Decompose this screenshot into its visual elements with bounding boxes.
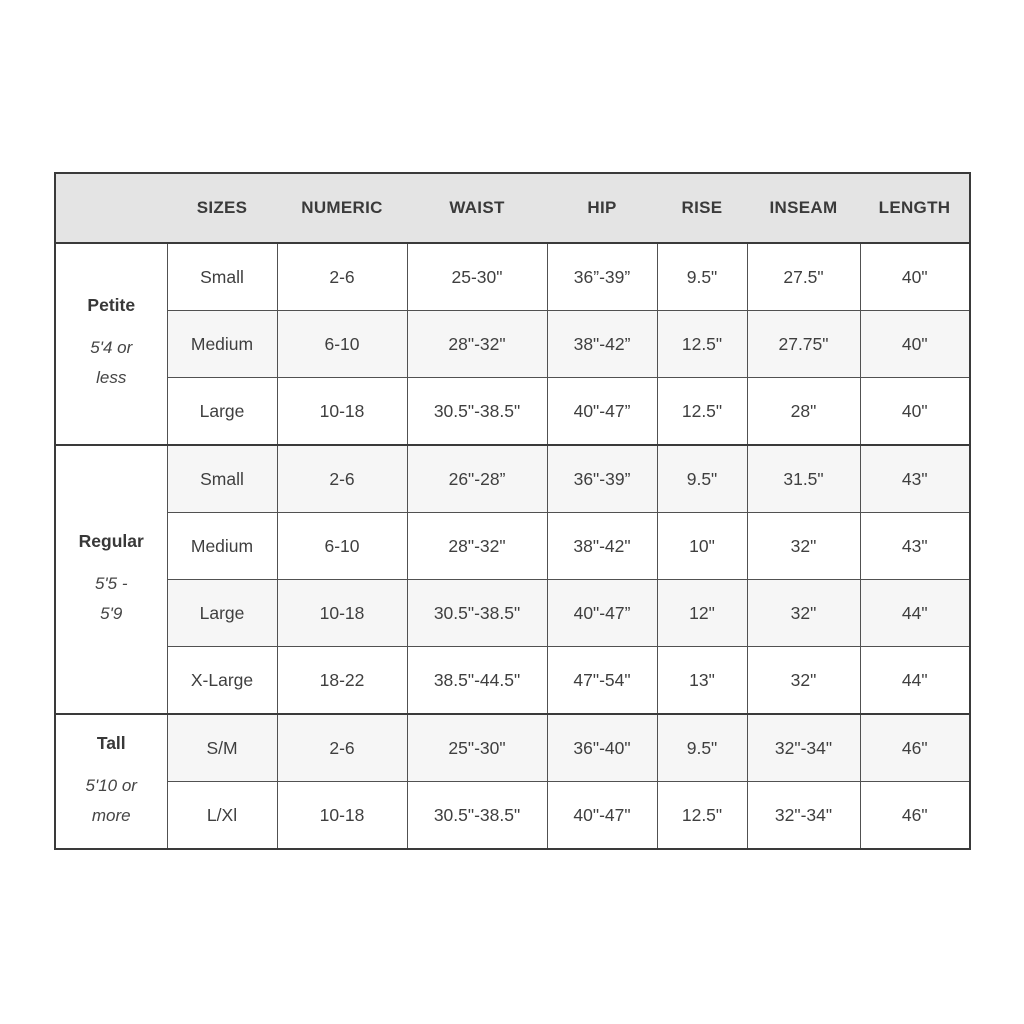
cell-length: 40": [859, 310, 971, 378]
cell-length: 40": [859, 377, 971, 446]
cell-waist: 28"-32": [406, 512, 548, 580]
group-subtitle-line: 5'10 or: [85, 775, 137, 795]
cell-waist: 30.5"-38.5": [406, 579, 548, 647]
cell-numeric: 6-10: [276, 310, 408, 378]
cell-numeric: 18-22: [276, 646, 408, 715]
table-row-petite-medium: Medium 6-10 28"-32" 38"-42” 12.5" 27.75"…: [55, 310, 971, 378]
cell-rise: 10": [656, 512, 748, 580]
cell-sizes: L/Xl: [166, 781, 278, 850]
cell-inseam: 32": [746, 512, 861, 580]
cell-inseam: 32": [746, 646, 861, 715]
column-header-sizes: SIZES: [167, 173, 277, 244]
table-row-regular-small: Regular 5'5 - 5'9 Small 2-6 26"-28” 36"-…: [54, 444, 971, 715]
cell-sizes: Medium: [166, 512, 278, 580]
cell-rise: 13": [656, 646, 748, 715]
cell-numeric: 10-18: [276, 377, 408, 446]
cell-waist: 30.5"-38.5": [406, 377, 548, 446]
size-chart-table: SIZES NUMERIC WAIST HIP RISE INSEAM LENG…: [54, 172, 971, 850]
cell-sizes: Large: [166, 579, 278, 647]
column-header-length: LENGTH: [860, 173, 970, 244]
group-subtitle-tall: 5'10 or more: [56, 771, 167, 831]
group-label-petite: Petite: [87, 295, 136, 316]
group-subtitle-line: 5'4 or: [90, 338, 133, 358]
cell-hip: 40"-47”: [546, 377, 658, 446]
cell-sizes: S/M: [166, 713, 278, 782]
cell-sizes: X-Large: [166, 646, 278, 715]
cell-rise: 12.5": [656, 310, 748, 378]
group-subtitle-line: 5'9: [100, 603, 123, 623]
cell-rise: 12.5": [656, 781, 748, 850]
cell-length: 40": [859, 242, 971, 311]
cell-hip: 38"-42”: [546, 310, 658, 378]
column-header-blank: [55, 173, 167, 244]
table-row-petite-small: Petite 5'4 or less Small 2-6 25-30" 36”-…: [54, 242, 971, 446]
cell-inseam: 32": [746, 579, 861, 647]
header-row: SIZES NUMERIC WAIST HIP RISE INSEAM LENG…: [55, 173, 970, 244]
cell-waist: 25-30": [406, 242, 548, 311]
column-header-waist: WAIST: [407, 173, 547, 244]
cell-inseam: 32"-34": [746, 781, 861, 850]
table-row-petite-large: Large 10-18 30.5"-38.5" 40"-47” 12.5" 28…: [55, 377, 971, 446]
group-label-regular: Regular: [78, 530, 144, 551]
cell-hip: 36"-40": [546, 713, 658, 782]
cell-length: 43": [859, 444, 971, 513]
cell-inseam: 28": [746, 377, 861, 446]
cell-length: 44": [859, 646, 971, 715]
group-cell-regular: Regular 5'5 - 5'9: [54, 444, 168, 715]
group-subtitle-petite: 5'4 or less: [56, 333, 167, 393]
cell-numeric: 2-6: [276, 444, 408, 513]
cell-hip: 36”-39”: [546, 242, 658, 311]
cell-rise: 12": [656, 579, 748, 647]
cell-numeric: 10-18: [276, 579, 408, 647]
cell-waist: 26"-28”: [406, 444, 548, 513]
column-header-numeric: NUMERIC: [277, 173, 407, 244]
cell-rise: 9.5": [656, 444, 748, 513]
cell-length: 46": [859, 713, 971, 782]
cell-length: 46": [859, 781, 971, 850]
cell-waist: 38.5"-44.5": [406, 646, 548, 715]
group-subtitle-line: more: [91, 805, 131, 825]
table-row-regular-medium: Medium 6-10 28"-32" 38"-42" 10" 32" 43": [55, 512, 971, 580]
cell-hip: 38"-42": [546, 512, 658, 580]
cell-length: 44": [859, 579, 971, 647]
cell-waist: 30.5"-38.5": [406, 781, 548, 850]
cell-hip: 40"-47”: [546, 579, 658, 647]
table-row-tall-lxl: L/Xl 10-18 30.5"-38.5" 40"-47" 12.5" 32"…: [55, 781, 971, 850]
cell-sizes: Large: [166, 377, 278, 446]
cell-numeric: 2-6: [276, 242, 408, 311]
cell-inseam: 31.5": [746, 444, 861, 513]
cell-hip: 47"-54": [546, 646, 658, 715]
cell-rise: 12.5": [656, 377, 748, 446]
cell-length: 43": [859, 512, 971, 580]
table-row-regular-large: Large 10-18 30.5"-38.5" 40"-47” 12" 32" …: [55, 579, 971, 647]
group-cell-petite: Petite 5'4 or less: [54, 242, 168, 446]
cell-waist: 25"-30": [406, 713, 548, 782]
cell-waist: 28"-32": [406, 310, 548, 378]
column-header-inseam: INSEAM: [747, 173, 860, 244]
cell-inseam: 27.5": [746, 242, 861, 311]
cell-sizes: Medium: [166, 310, 278, 378]
cell-rise: 9.5": [656, 713, 748, 782]
group-subtitle-line: less: [96, 368, 127, 387]
group-subtitle-line: 5'5 -: [94, 573, 128, 593]
table-row-tall-sm: Tall 5'10 or more S/M 2-6 25"-30" 36"-40…: [54, 713, 971, 850]
column-header-rise: RISE: [657, 173, 747, 244]
cell-inseam: 32"-34": [746, 713, 861, 782]
cell-numeric: 6-10: [276, 512, 408, 580]
group-cell-tall: Tall 5'10 or more: [54, 713, 168, 850]
column-header-hip: HIP: [547, 173, 657, 244]
cell-hip: 40"-47": [546, 781, 658, 850]
cell-numeric: 10-18: [276, 781, 408, 850]
cell-rise: 9.5": [656, 242, 748, 311]
table-row-regular-xlarge: X-Large 18-22 38.5"-44.5" 47"-54" 13" 32…: [55, 646, 971, 715]
cell-sizes: Small: [166, 242, 278, 311]
cell-inseam: 27.75": [746, 310, 861, 378]
cell-hip: 36"-39”: [546, 444, 658, 513]
group-subtitle-regular: 5'5 - 5'9: [56, 569, 167, 629]
group-label-tall: Tall: [96, 732, 126, 753]
cell-numeric: 2-6: [276, 713, 408, 782]
cell-sizes: Small: [166, 444, 278, 513]
